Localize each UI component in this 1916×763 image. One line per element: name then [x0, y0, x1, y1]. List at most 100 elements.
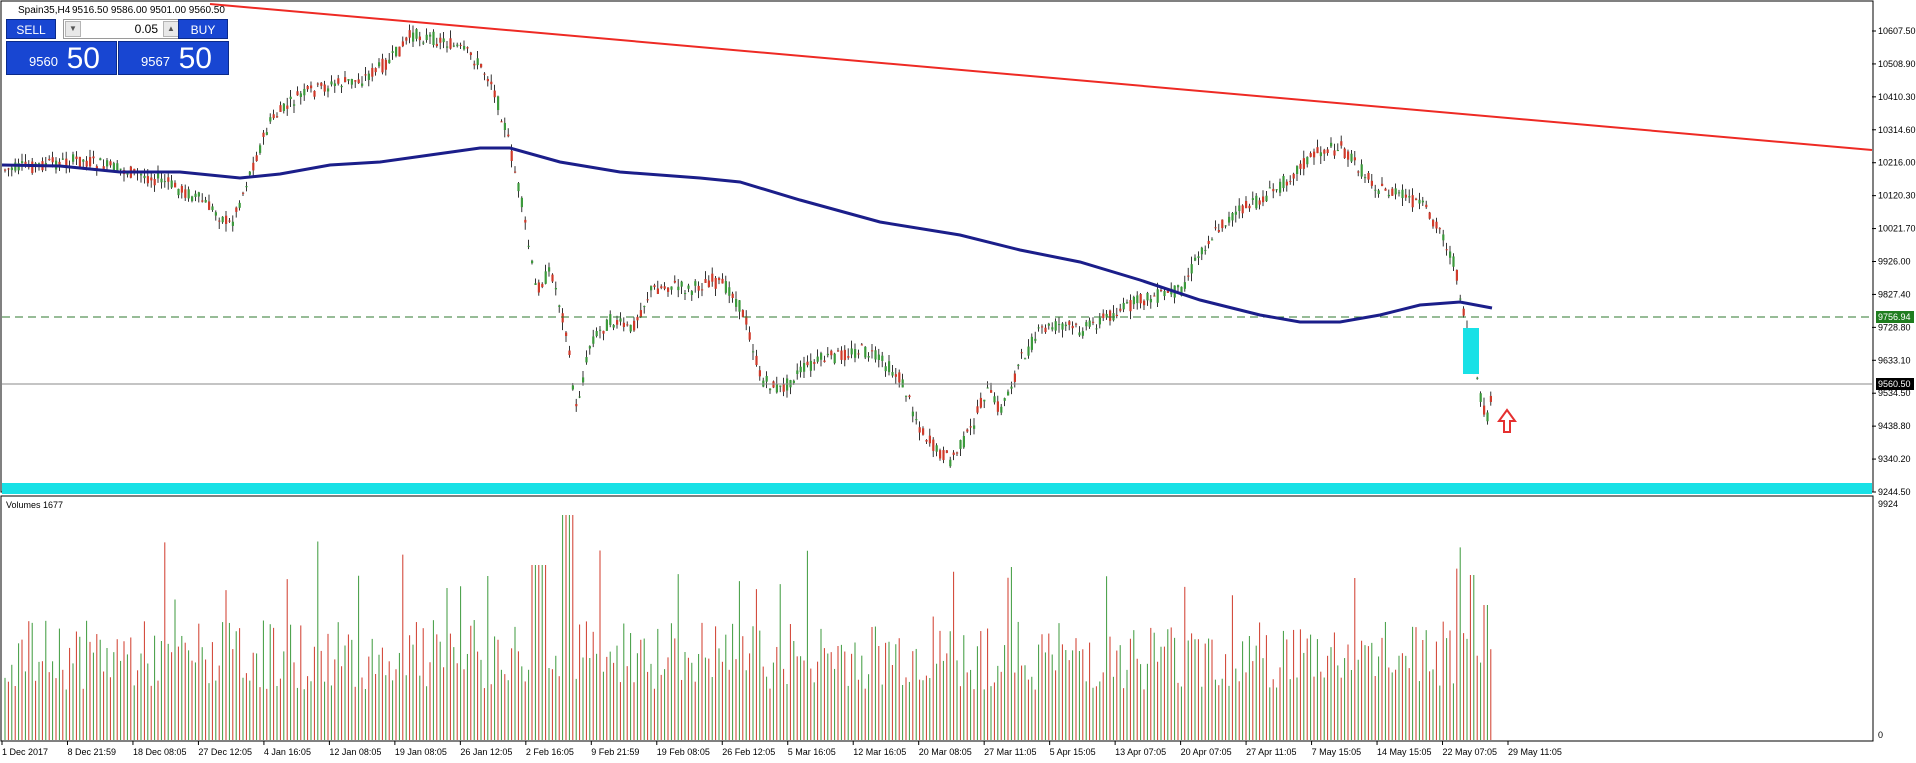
time-label: 14 May 15:05 [1377, 747, 1432, 757]
candle-body [112, 163, 115, 173]
bid-price-button[interactable]: 9560 50 [6, 41, 117, 75]
time-label: 27 Dec 12:05 [198, 747, 252, 757]
candle-body [1183, 282, 1186, 289]
candle-body [908, 395, 911, 398]
moving-average-line[interactable] [1, 146, 1493, 324]
candle-body [1442, 234, 1445, 241]
candle-body [864, 346, 867, 358]
candle-body [422, 42, 425, 44]
candle-body [670, 286, 673, 290]
candle-body [881, 355, 884, 361]
candle-body [809, 360, 812, 371]
candle-body [1143, 300, 1146, 306]
candle-body [265, 132, 268, 135]
candle-body [228, 220, 231, 222]
candle-body [945, 450, 948, 453]
candle-body [1265, 195, 1268, 202]
chart-ohlc-values: 9516.50 9586.00 9501.00 9560.50 [72, 5, 225, 16]
candle-body [616, 320, 619, 325]
candle-body [306, 85, 309, 90]
candle-body [748, 332, 751, 340]
candle-body [432, 31, 435, 46]
candle-body [367, 73, 370, 80]
candle-body [996, 401, 999, 412]
buy-button[interactable]: BUY [178, 19, 228, 39]
candle-body [194, 193, 197, 197]
downtrend-line[interactable] [209, 3, 1873, 151]
candle-body [1350, 153, 1353, 162]
candle-body [1017, 364, 1020, 366]
candle-body [1020, 352, 1023, 354]
candle-body [558, 305, 561, 307]
candle-body [235, 207, 238, 212]
candle-body [412, 32, 415, 42]
candle-body [585, 357, 588, 363]
candle-body [871, 350, 874, 352]
candle-body [310, 85, 313, 89]
candle-body [1160, 290, 1163, 292]
candle-body [38, 163, 41, 165]
candle-body [619, 318, 622, 322]
candle-body [1394, 188, 1397, 195]
bid-price-big: 50 [66, 42, 100, 75]
lot-increase-arrow-icon[interactable]: ▲ [163, 21, 179, 37]
candle-body [1353, 157, 1356, 161]
ask-price-button[interactable]: 9567 50 [118, 41, 229, 75]
candle-body [1347, 151, 1350, 160]
candle-body [677, 286, 680, 291]
candle-body [1200, 247, 1203, 255]
candle-body [888, 361, 891, 373]
candle-body [92, 156, 95, 159]
candle-body [327, 88, 330, 92]
candle-body [796, 370, 799, 374]
candle-body [884, 366, 887, 372]
lot-size-value[interactable]: 0.05 [134, 22, 158, 36]
candle-body [775, 384, 778, 393]
volume-axis-max: 9924 [1878, 499, 1898, 509]
main-chart-frame [0, 0, 1874, 493]
candle-body [293, 104, 296, 106]
candle-body [425, 34, 428, 41]
candle-body [721, 278, 724, 284]
candle-body [1486, 412, 1489, 422]
candle-body [364, 74, 367, 76]
candle-body [388, 59, 391, 64]
candle-body [925, 439, 928, 442]
candle-body [588, 346, 591, 349]
candle-body [1330, 142, 1333, 147]
candle-body [1384, 188, 1387, 191]
candle-body [894, 374, 897, 377]
candle-body [48, 158, 51, 161]
sell-button[interactable]: SELL [6, 19, 56, 39]
time-label: 27 Mar 11:05 [984, 747, 1036, 757]
lot-decrease-arrow-icon[interactable]: ▼ [65, 21, 81, 37]
candle-body [531, 260, 534, 264]
candle-body [1425, 204, 1428, 208]
candle-body [1109, 310, 1112, 321]
candle-body [697, 285, 700, 291]
candle-body [7, 168, 10, 170]
lot-size-field[interactable]: ▼ 0.05 ▲ [63, 19, 181, 39]
candle-body [109, 161, 112, 166]
candle-body [1411, 195, 1414, 208]
time-label: 22 May 07:05 [1443, 747, 1498, 757]
bid-price-small: 9560 [29, 54, 58, 69]
candle-body [1374, 189, 1377, 191]
candle-body [1129, 300, 1132, 312]
candle-body [1415, 198, 1418, 200]
candle-body [1455, 269, 1458, 281]
candle-body [201, 200, 204, 202]
candle-body [752, 351, 755, 353]
candle-body [568, 350, 571, 356]
candle-body [1224, 225, 1227, 227]
candle-body [208, 201, 211, 210]
candle-body [102, 166, 105, 171]
price-label: 10607.50 [1878, 26, 1916, 36]
candle-body [1391, 188, 1394, 196]
candle-body [439, 37, 442, 43]
candle-body [973, 425, 976, 429]
price-axis: 10607.50 10508.90 10410.30 10314.60 10216.00… [1872, 26, 1916, 497]
candle-body [966, 429, 969, 432]
candle-body [979, 397, 982, 408]
